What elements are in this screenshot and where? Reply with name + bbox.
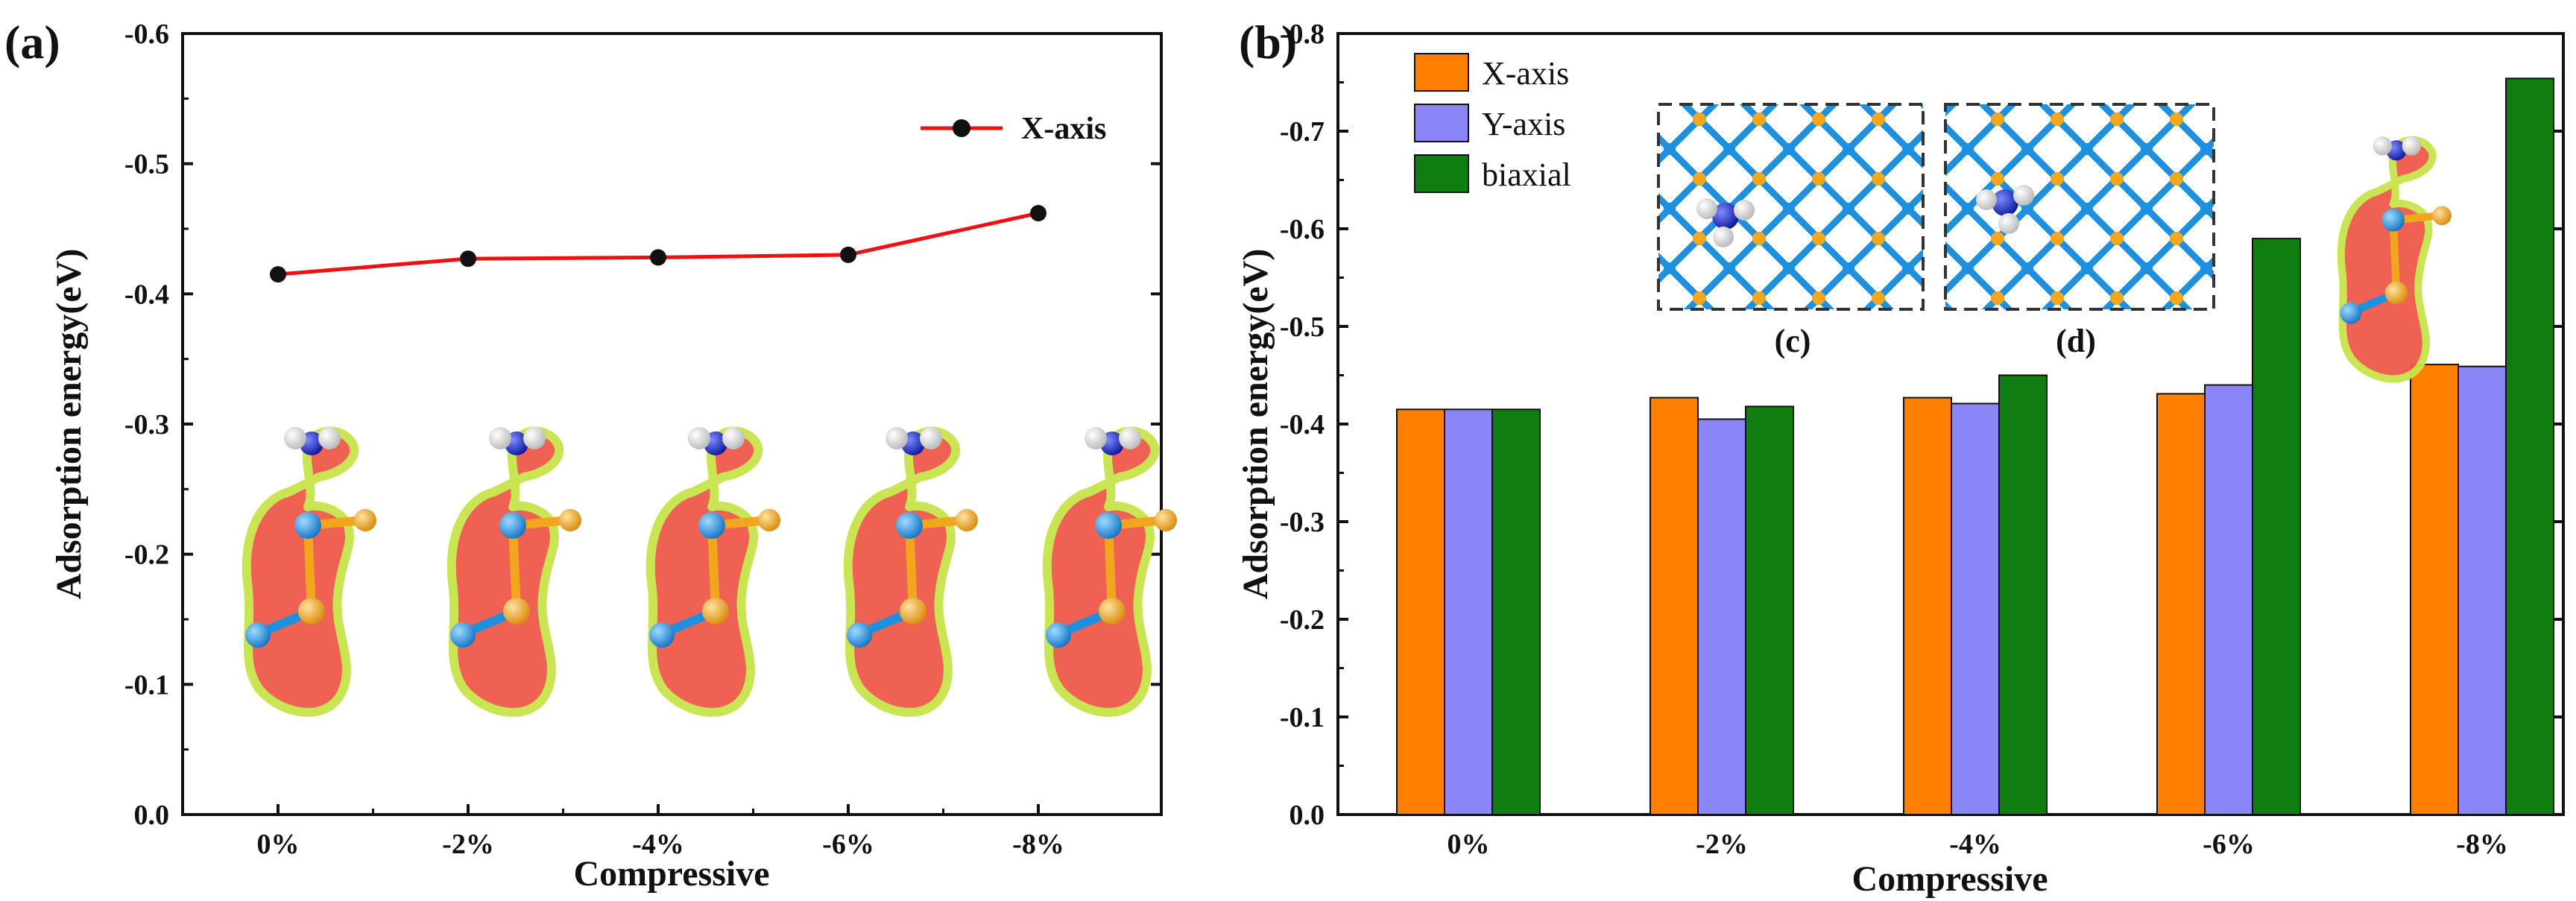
panel-a-legend-marker bbox=[953, 119, 970, 137]
b-ytick-label-0: 0.0 bbox=[1289, 800, 1325, 831]
a-xtick-label-2: -4% bbox=[632, 829, 684, 860]
legend-swatch-x-axis bbox=[1414, 53, 1469, 92]
molecule-4 bbox=[1046, 427, 1177, 712]
panel-label-b: (b) bbox=[1239, 16, 1297, 69]
bar-y-axis-1 bbox=[1697, 418, 1746, 815]
b-ytick-label-4: -0.4 bbox=[1280, 409, 1325, 440]
panel-a-legend: X-axis bbox=[921, 112, 1106, 146]
bar-x-axis-3 bbox=[2156, 393, 2206, 815]
bar-biaxial-3 bbox=[2252, 238, 2301, 816]
inset-c-nitrogen-atom bbox=[1712, 203, 1739, 230]
a-xtick-label-0: 0% bbox=[257, 829, 300, 860]
a-point-4 bbox=[1030, 205, 1046, 222]
bar-biaxial-1 bbox=[1745, 405, 1794, 815]
bar-biaxial-2 bbox=[1998, 374, 2048, 815]
b-xtick-label-4: -8% bbox=[2456, 829, 2508, 860]
b-ytick-label-7: -0.7 bbox=[1280, 116, 1325, 148]
panel-b-chart: 0.0 -0.1 -0.2 -0.3 -0.4 -0.5 -0.6 -0.7 -0.8 0% -2%… bbox=[1236, 19, 2565, 899]
panel-a-ylabel: Adsorption energy(eV) bbox=[49, 249, 89, 600]
bar-y-axis-4 bbox=[2457, 365, 2507, 815]
a-ytick-label-1: -0.1 bbox=[124, 669, 169, 701]
a-xtick-label-4: -8% bbox=[1012, 829, 1064, 860]
a-ytick-label-6: -0.6 bbox=[124, 19, 169, 50]
bar-y-axis-2 bbox=[1951, 402, 2000, 815]
charge-density-illustrations bbox=[245, 427, 1177, 712]
panel-b-ylabel: Adsorption energy(eV) bbox=[1236, 249, 1275, 600]
molecule-1 bbox=[450, 427, 581, 712]
a-point-0 bbox=[270, 266, 286, 283]
a-ytick-label-4: -0.4 bbox=[124, 279, 169, 310]
b-xtick-label-2: -4% bbox=[1949, 829, 2001, 860]
bar-y-axis-0 bbox=[1444, 408, 1493, 815]
bar-x-axis-4 bbox=[2410, 364, 2459, 815]
molecule-2 bbox=[649, 427, 780, 712]
a-xtick-label-3: -6% bbox=[822, 829, 874, 860]
molecule-3 bbox=[847, 427, 978, 712]
inset-structure-c bbox=[1657, 103, 1925, 311]
b-ytick-label-3: -0.3 bbox=[1280, 507, 1325, 538]
molecule-0 bbox=[245, 427, 376, 712]
inset-label-c: (c) bbox=[1775, 323, 1811, 359]
bar-x-axis-0 bbox=[1396, 408, 1445, 815]
inset-molecule bbox=[2340, 136, 2452, 379]
b-xtick-label-0: 0% bbox=[1448, 829, 1490, 860]
inset-label-d: (d) bbox=[2056, 323, 2096, 359]
inset-structure-d bbox=[1944, 103, 2215, 311]
a-point-2 bbox=[650, 249, 666, 266]
a-ytick-label-0: 0.0 bbox=[134, 800, 170, 831]
legend-label-y-axis: Y-axis bbox=[1482, 106, 1565, 142]
legend-label-x-axis: X-axis bbox=[1482, 55, 1569, 92]
b-ytick-label-8: -0.8 bbox=[1280, 19, 1325, 50]
legend-swatch-biaxial bbox=[1414, 154, 1469, 193]
b-ytick-label-2: -0.2 bbox=[1280, 604, 1325, 636]
a-ytick-label-5: -0.5 bbox=[124, 149, 169, 180]
bar-biaxial-4 bbox=[2505, 78, 2554, 815]
b-ytick-label-1: -0.1 bbox=[1280, 702, 1325, 733]
legend-swatch-y-axis bbox=[1414, 104, 1469, 142]
bar-x-axis-2 bbox=[1903, 396, 1952, 815]
b-ytick-label-6: -0.6 bbox=[1280, 214, 1325, 245]
b-ytick-label-5: -0.5 bbox=[1280, 312, 1325, 343]
a-point-1 bbox=[460, 250, 476, 268]
panel-a-chart: 0.0 -0.1 -0.2 -0.3 -0.4 -0.5 -0.6 0% -2% -4% -6% -8… bbox=[49, 19, 1177, 894]
b-xtick-label-1: -2% bbox=[1696, 829, 1748, 860]
legend-label-biaxial: biaxial bbox=[1482, 157, 1571, 193]
inset-d-nitrogen-atom bbox=[1992, 189, 2018, 216]
panel-b-legend: X-axis Y-axis biaxial bbox=[1414, 53, 1571, 193]
a-ytick-label-3: -0.3 bbox=[124, 409, 169, 440]
panel-a-xlabel: Compressive bbox=[573, 854, 769, 894]
bar-x-axis-1 bbox=[1650, 396, 1699, 815]
bar-biaxial-0 bbox=[1491, 408, 1541, 815]
bar-y-axis-3 bbox=[2204, 384, 2253, 815]
panel-label-a: (a) bbox=[4, 16, 60, 69]
panel-b-xlabel: Compressive bbox=[1852, 859, 2048, 899]
b-xtick-label-3: -6% bbox=[2203, 829, 2255, 860]
a-xtick-label-1: -2% bbox=[442, 829, 494, 860]
panel-a-legend-label: X-axis bbox=[1021, 112, 1106, 146]
a-ytick-label-2: -0.2 bbox=[124, 540, 169, 571]
a-point-3 bbox=[840, 246, 856, 263]
